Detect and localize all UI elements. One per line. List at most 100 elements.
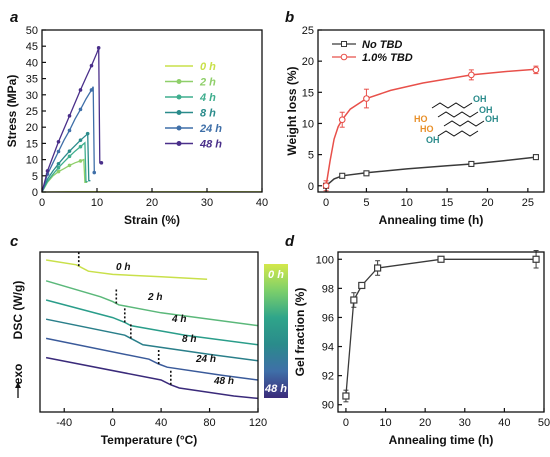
panel-b-ytick-label: 0 xyxy=(308,181,314,193)
data-point xyxy=(437,255,445,263)
panel-b-xtick-label: 15 xyxy=(441,197,453,209)
panel-letter-d: d xyxy=(285,233,295,250)
dsc-curve-4 xyxy=(45,337,259,381)
legend-label: 0 h xyxy=(200,61,216,73)
stress-strain-point xyxy=(78,144,83,149)
panel-b-ytick-label: 10 xyxy=(302,118,314,130)
panel-c-dsc: 0 h 2 h 4 h 8 h 24 h 48 h -40 0 40 80 120 Temperatu… xyxy=(11,251,288,447)
panel-d-xtick-label: 0 xyxy=(343,417,349,429)
data-point xyxy=(342,392,350,400)
legend-label: 2 h xyxy=(199,77,216,89)
panel-a-ytick-label: 45 xyxy=(26,41,38,53)
panel-c-frame xyxy=(39,251,259,413)
data-point xyxy=(363,95,370,102)
panel-d-xtick-label: 20 xyxy=(419,417,431,429)
panel-b-xtick-label: 25 xyxy=(522,197,534,209)
dsc-curve-label: 0 h xyxy=(116,262,130,273)
stress-strain-point xyxy=(56,149,61,154)
dsc-curve-0 xyxy=(45,259,208,280)
stress-strain-point xyxy=(99,161,104,165)
panel-a-ytick-label: 30 xyxy=(26,90,38,102)
data-point xyxy=(374,264,382,272)
panel-a-ytick-label: 50 xyxy=(26,25,38,37)
molecule-bond xyxy=(443,120,485,127)
weight-loss-fit-line-0 xyxy=(325,156,536,187)
legend-label: 8 h xyxy=(200,108,216,120)
legend-label: 24 h xyxy=(199,123,222,135)
data-point xyxy=(532,154,539,161)
panel-d-gel-fraction: 0 10 20 30 40 50 90 92 94 96 98 100 Annealing time (… xyxy=(293,250,550,447)
panel-b-xlabel: Annealing time (h) xyxy=(379,213,484,227)
molecule-bond xyxy=(437,111,479,118)
panel-c-xlabel: Temperature (°C) xyxy=(101,433,198,447)
dsc-curve-3 xyxy=(45,318,259,362)
legend-marker xyxy=(341,41,347,47)
stress-strain-point xyxy=(67,114,72,118)
dsc-curve-1 xyxy=(45,280,259,327)
stress-strain-point xyxy=(89,63,94,68)
data-point xyxy=(338,116,346,124)
stress-strain-point xyxy=(89,88,94,92)
data-point xyxy=(350,296,358,304)
colorbar xyxy=(264,264,288,398)
panel-d-ytick-label: 98 xyxy=(322,283,334,295)
stress-strain-point xyxy=(78,88,83,92)
panel-b-ytick-label: 15 xyxy=(302,87,314,99)
legend-marker xyxy=(176,94,182,100)
stress-strain-point xyxy=(78,159,83,163)
molecule-bond xyxy=(431,102,473,109)
data-point xyxy=(468,71,475,79)
panel-d-xtick-label: 50 xyxy=(538,417,550,429)
panel-b-frame xyxy=(317,29,545,193)
panel-b-xtick-label: 0 xyxy=(323,197,329,209)
panel-a-ytick-label: 5 xyxy=(32,171,38,183)
panel-a-stress-strain: 0 10 20 30 40 0 5 10 15 20 25 30 35 40 45 50 Strain (%) S… xyxy=(5,25,268,227)
panel-a-ytick-label: 10 xyxy=(26,155,38,167)
dsc-curve-label: 2 h xyxy=(147,292,162,303)
stress-strain-point xyxy=(67,154,72,159)
panel-b-xtick-label: 20 xyxy=(481,197,493,209)
panel-d-ytick-label: 96 xyxy=(322,312,334,324)
panel-b-ytick-label: 20 xyxy=(302,56,314,68)
panel-c-xtick-label: 40 xyxy=(155,417,167,429)
panel-a-xtick-label: 20 xyxy=(146,197,158,209)
molecule-bond xyxy=(437,130,479,137)
stress-strain-line-4 xyxy=(41,86,96,193)
panel-b-ytick-label: 5 xyxy=(308,150,314,162)
stress-strain-line-3 xyxy=(41,132,91,193)
panel-a-ytick-label: 0 xyxy=(32,187,38,199)
panel-a-ytick-label: 20 xyxy=(26,122,38,134)
legend-marker xyxy=(340,53,348,61)
data-point xyxy=(339,172,346,179)
dsc-curve-label: 4 h xyxy=(171,314,186,325)
panel-b-xtick-label: 5 xyxy=(363,197,369,209)
panel-d-ytick-label: 94 xyxy=(322,342,334,354)
panel-a-xtick-label: 10 xyxy=(91,197,103,209)
dsc-curve-label: 24 h xyxy=(195,354,216,365)
stress-strain-point xyxy=(56,169,61,174)
stress-strain-point xyxy=(45,169,50,173)
legend-marker xyxy=(176,110,182,115)
panel-d-xtick-label: 10 xyxy=(379,417,391,429)
panel-d-ylabel: Gel fraction (%) xyxy=(293,288,307,377)
molecule-label-ho: HO xyxy=(414,114,428,124)
panel-d-xtick-label: 40 xyxy=(498,417,510,429)
stress-strain-point xyxy=(56,162,61,166)
legend-marker xyxy=(176,79,182,84)
panel-a-ytick-label: 25 xyxy=(26,106,38,118)
data-point xyxy=(532,66,540,74)
panel-c-exo-label: exo xyxy=(11,364,25,385)
stress-strain-point xyxy=(67,149,72,153)
stress-strain-point xyxy=(85,131,90,136)
panel-b-xtick-label: 10 xyxy=(401,197,413,209)
molecule-label-oh: OH xyxy=(485,114,499,124)
panel-letter-a: a xyxy=(10,9,18,26)
panel-d-xlabel: Annealing time (h) xyxy=(389,433,494,447)
panel-a-xlabel: Strain (%) xyxy=(124,213,180,227)
colorbar-bottom-label: 48 h xyxy=(264,383,287,395)
panel-d-ytick-label: 100 xyxy=(316,254,334,266)
panel-a-ytick-label: 35 xyxy=(26,74,38,86)
panel-a-xtick-label: 30 xyxy=(201,197,213,209)
stress-strain-point xyxy=(67,163,72,168)
